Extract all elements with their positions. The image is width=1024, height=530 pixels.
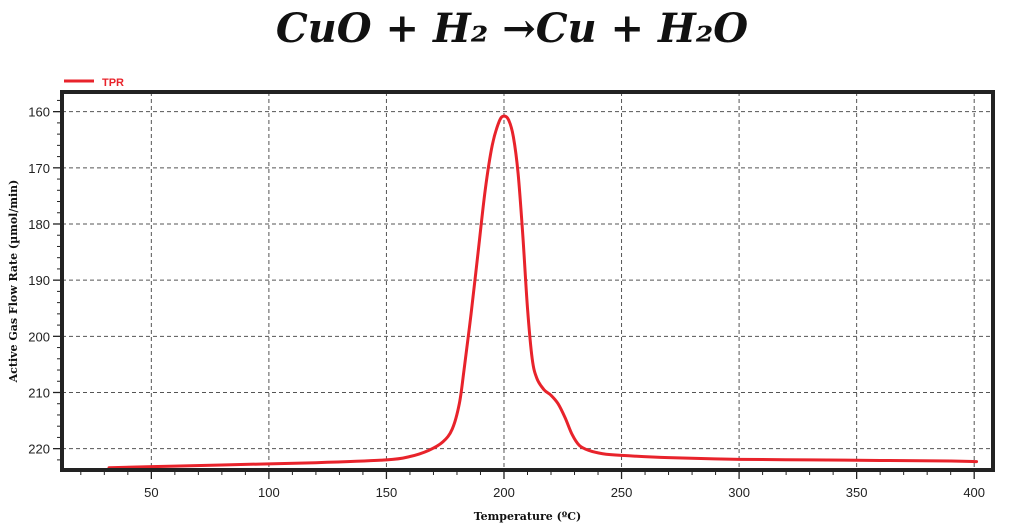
legend: TPR [64,77,124,89]
x-tick-label-200: 200 [493,485,515,500]
y-tick-label-190: 190 [28,273,50,288]
y-tick-labels: 160 170 180 190 200 210 220 [28,105,50,457]
x-tick-label-250: 250 [611,485,633,500]
series-line-tpr [107,114,979,470]
x-tick-label-50: 50 [144,485,158,500]
x-axis-label: Temperature (ºC) [474,510,582,523]
gridlines [62,92,993,470]
y-tick-label-200: 200 [28,329,50,344]
x-tick-label-300: 300 [728,485,750,500]
x-tick-label-100: 100 [258,485,280,500]
chart-title: CuO + H₂ →Cu + H₂O [275,5,749,52]
y-tick-label-210: 210 [28,385,50,400]
x-tick-label-150: 150 [376,485,398,500]
y-axis-label: Active Gas Flow Rate (µmol/min) [7,180,20,384]
tpr-chart: 50 100 150 200 250 300 350 400 160 170 180 190 200 2… [7,77,995,523]
x-tick-labels: 50 100 150 200 250 300 350 400 [144,485,985,500]
plot-frame [60,90,995,472]
x-tick-label-400: 400 [963,485,985,500]
y-tick-label-170: 170 [28,161,50,176]
legend-label-tpr: TPR [102,77,124,89]
y-tick-label-160: 160 [28,105,50,120]
x-tick-label-350: 350 [846,485,868,500]
y-tick-label-220: 220 [28,442,50,457]
y-tick-label-180: 180 [28,217,50,232]
